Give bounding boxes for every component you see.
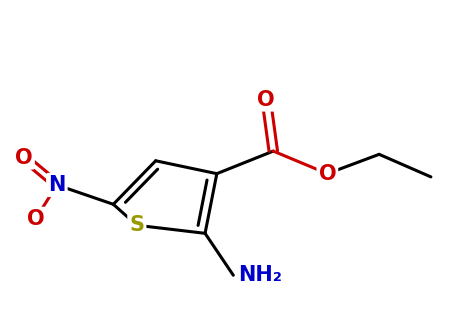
Text: O: O (258, 90, 275, 110)
Text: O: O (27, 209, 45, 229)
Text: NH₂: NH₂ (238, 265, 282, 285)
Text: N: N (48, 175, 66, 195)
Text: O: O (318, 164, 336, 184)
Text: S: S (129, 215, 144, 235)
Text: O: O (15, 148, 33, 168)
